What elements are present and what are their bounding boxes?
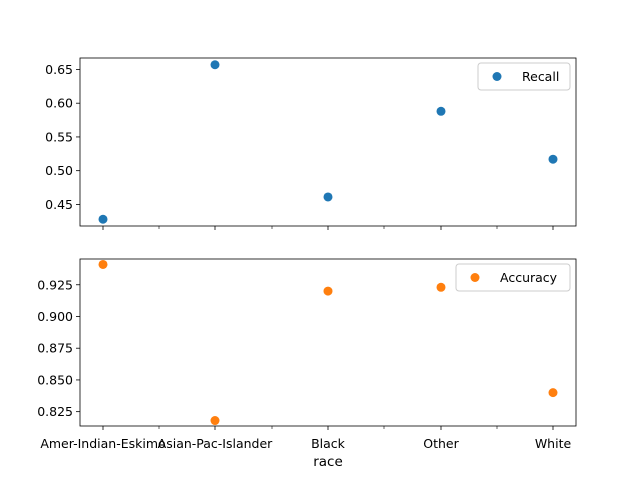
plot-frame — [79, 57, 577, 227]
data-point-recall — [98, 214, 108, 224]
x-tick-label: Amer-Indian-Eskimo — [40, 436, 165, 451]
data-point-accuracy — [323, 286, 333, 296]
data-point-accuracy — [548, 388, 558, 398]
y-tick-label: 0.875 — [37, 341, 73, 356]
y-tick-label: 0.900 — [37, 309, 73, 324]
legend-label: Recall — [522, 69, 559, 84]
subplot-2: 0.825 0.850 0.875 0.900 0.925 Accuracy Amer-In… — [37, 258, 577, 470]
legend-box — [477, 62, 571, 91]
y-tick-label: 0.60 — [45, 96, 73, 111]
data-point-accuracy — [210, 416, 220, 426]
y-tick-label: 0.925 — [37, 277, 73, 292]
legend: Recall — [477, 62, 571, 91]
y-tick-label: 0.850 — [37, 372, 73, 387]
data-point-recall — [548, 154, 558, 164]
legend-marker — [470, 273, 480, 282]
y-tick-label: 0.45 — [45, 197, 73, 212]
legend-box — [455, 263, 571, 292]
y-tick-label: 0.65 — [45, 62, 73, 77]
x-tick-label: Black — [311, 436, 346, 451]
legend: Accuracy — [455, 263, 571, 292]
y-tick-label: 0.50 — [45, 163, 73, 178]
plot-frame — [79, 258, 577, 427]
data-point-accuracy — [98, 259, 108, 269]
x-tick-label: White — [535, 436, 572, 451]
data-point-recall — [436, 106, 446, 116]
data-point-recall — [210, 60, 220, 70]
y-tick-label: 0.825 — [37, 404, 73, 419]
data-point-accuracy — [436, 282, 446, 292]
x-axis-label: race — [313, 454, 343, 470]
x-tick-label: Other — [423, 436, 459, 451]
subplot-1: 0.45 0.50 0.55 0.60 0.65 Recall — [45, 57, 577, 230]
data-point-recall — [323, 192, 333, 202]
x-tick-label: Asian-Pac-Islander — [158, 436, 274, 451]
legend-label: Accuracy — [500, 270, 558, 285]
legend-marker — [492, 72, 502, 81]
y-tick-label: 0.55 — [45, 129, 73, 144]
